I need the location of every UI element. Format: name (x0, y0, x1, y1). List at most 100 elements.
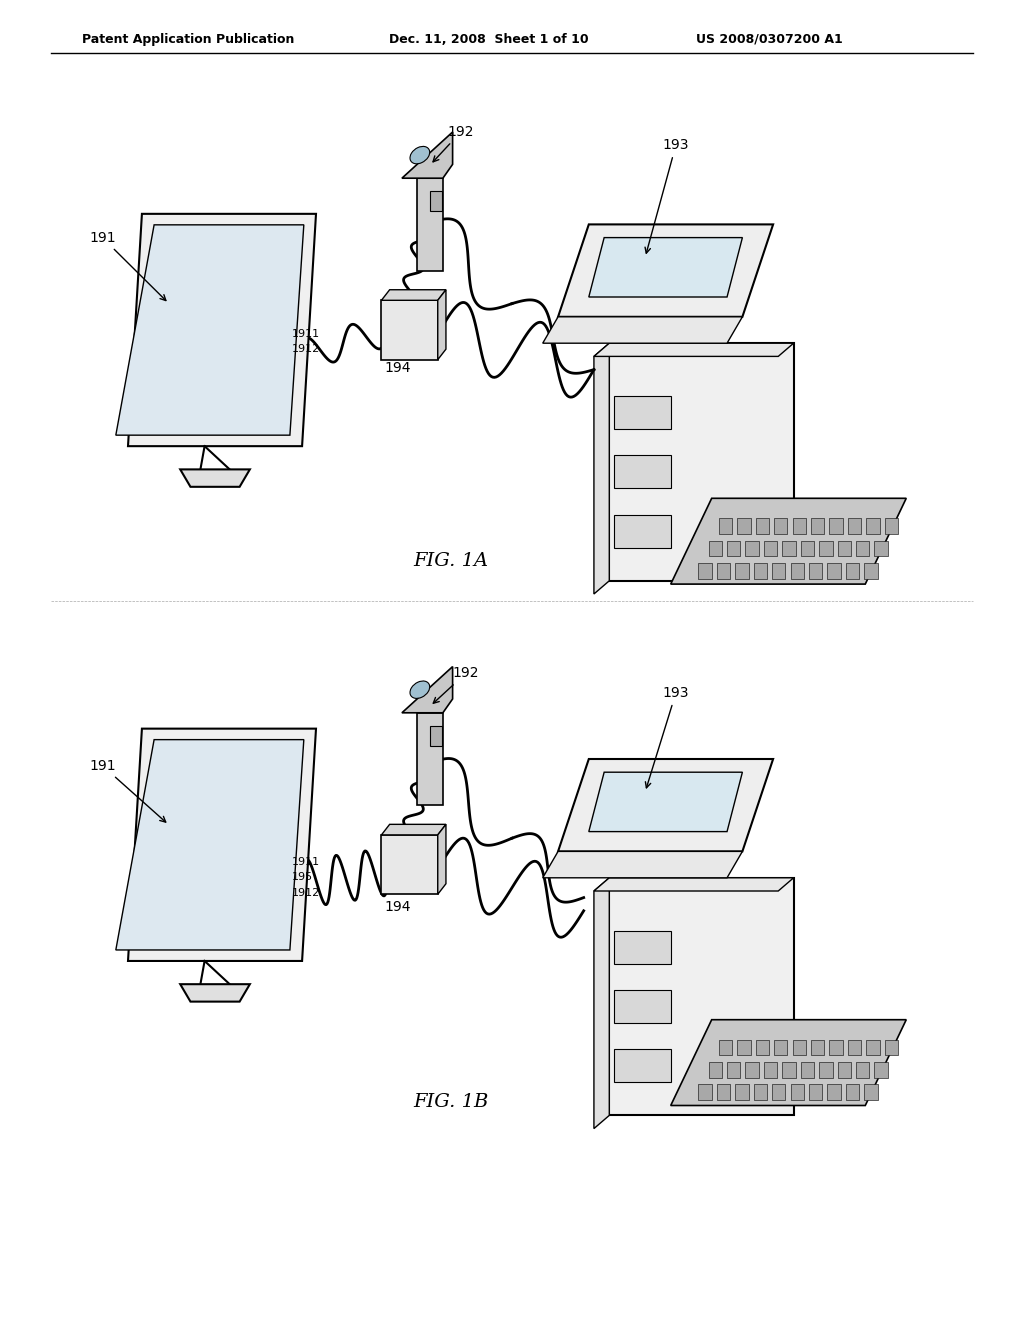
Polygon shape (772, 1085, 785, 1101)
Polygon shape (381, 290, 446, 301)
Polygon shape (614, 455, 671, 488)
Polygon shape (809, 564, 822, 579)
Polygon shape (745, 541, 759, 557)
Polygon shape (719, 1040, 732, 1056)
Polygon shape (558, 759, 773, 851)
Polygon shape (819, 541, 833, 557)
Polygon shape (116, 224, 304, 436)
Polygon shape (864, 564, 878, 579)
Text: 193: 193 (645, 139, 689, 253)
Text: 194: 194 (384, 362, 411, 375)
Ellipse shape (410, 147, 430, 164)
Polygon shape (782, 541, 796, 557)
Polygon shape (829, 1040, 843, 1056)
Polygon shape (589, 238, 742, 297)
Text: FIG. 1B: FIG. 1B (413, 1093, 488, 1111)
Polygon shape (838, 541, 851, 557)
Text: 1911: 1911 (292, 857, 319, 867)
Polygon shape (430, 726, 442, 746)
Polygon shape (381, 301, 438, 359)
Text: FIG. 1A: FIG. 1A (413, 552, 488, 570)
Polygon shape (791, 564, 804, 579)
Polygon shape (116, 739, 304, 950)
Text: Dec. 11, 2008  Sheet 1 of 10: Dec. 11, 2008 Sheet 1 of 10 (389, 33, 589, 46)
Polygon shape (801, 1061, 814, 1077)
Text: 191: 191 (89, 759, 166, 822)
Polygon shape (846, 1085, 859, 1101)
Polygon shape (438, 824, 446, 895)
Polygon shape (543, 317, 742, 343)
Polygon shape (827, 564, 841, 579)
Polygon shape (438, 290, 446, 359)
Text: US 2008/0307200 A1: US 2008/0307200 A1 (696, 33, 843, 46)
Polygon shape (609, 878, 794, 1115)
Polygon shape (594, 878, 794, 891)
Polygon shape (128, 729, 316, 961)
Polygon shape (735, 564, 749, 579)
Text: 195: 195 (292, 873, 313, 883)
Polygon shape (848, 1040, 861, 1056)
Polygon shape (764, 541, 777, 557)
Polygon shape (558, 224, 773, 317)
Polygon shape (709, 541, 722, 557)
Polygon shape (745, 1061, 759, 1077)
Polygon shape (180, 985, 250, 1002)
Polygon shape (671, 499, 906, 583)
Text: 191: 191 (89, 231, 166, 301)
Polygon shape (180, 470, 250, 487)
Text: 1912: 1912 (292, 888, 321, 899)
Polygon shape (727, 1061, 740, 1077)
Polygon shape (782, 1061, 796, 1077)
Polygon shape (774, 519, 787, 535)
Polygon shape (698, 564, 712, 579)
Text: 193: 193 (645, 686, 689, 788)
Polygon shape (727, 541, 740, 557)
Polygon shape (430, 191, 442, 211)
Polygon shape (594, 343, 609, 594)
Polygon shape (543, 851, 742, 878)
Text: 194: 194 (384, 900, 411, 913)
Text: Patent Application Publication: Patent Application Publication (82, 33, 294, 46)
Polygon shape (864, 1085, 878, 1101)
Polygon shape (381, 824, 446, 836)
Polygon shape (418, 713, 442, 805)
Polygon shape (589, 772, 742, 832)
Polygon shape (764, 1061, 777, 1077)
Polygon shape (381, 836, 438, 895)
Polygon shape (774, 1040, 787, 1056)
Polygon shape (671, 1019, 906, 1106)
Polygon shape (885, 1040, 898, 1056)
Polygon shape (848, 519, 861, 535)
Polygon shape (874, 1061, 888, 1077)
Polygon shape (609, 343, 794, 581)
Polygon shape (811, 1040, 824, 1056)
Polygon shape (772, 564, 785, 579)
Ellipse shape (410, 681, 430, 698)
Polygon shape (827, 1085, 841, 1101)
Polygon shape (874, 541, 888, 557)
Polygon shape (846, 564, 859, 579)
Text: 1911: 1911 (292, 329, 319, 339)
Polygon shape (756, 519, 769, 535)
Polygon shape (594, 343, 794, 356)
Polygon shape (594, 878, 609, 1129)
Polygon shape (614, 515, 671, 548)
Polygon shape (614, 990, 671, 1023)
Polygon shape (793, 519, 806, 535)
Polygon shape (737, 519, 751, 535)
Polygon shape (698, 1085, 712, 1101)
Text: 1912: 1912 (292, 345, 321, 355)
Text: 192: 192 (433, 125, 474, 162)
Polygon shape (809, 1085, 822, 1101)
Polygon shape (128, 214, 316, 446)
Polygon shape (829, 519, 843, 535)
Polygon shape (719, 519, 732, 535)
Polygon shape (754, 1085, 767, 1101)
Polygon shape (709, 1061, 722, 1077)
Polygon shape (717, 1085, 730, 1101)
Polygon shape (401, 667, 453, 713)
Polygon shape (811, 519, 824, 535)
Polygon shape (866, 1040, 880, 1056)
Polygon shape (801, 541, 814, 557)
Polygon shape (866, 519, 880, 535)
